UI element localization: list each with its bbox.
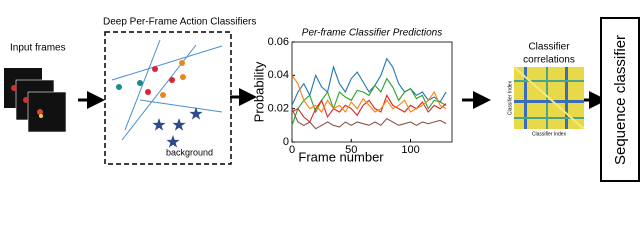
- series-line: [291, 94, 447, 123]
- decision-lines: [111, 39, 223, 141]
- correlations-title: Classifier: [528, 42, 570, 53]
- classifiers-title: Deep Per-Frame Action Classifiers: [103, 17, 256, 28]
- heatmap-x-label: Classifier Index: [532, 131, 567, 137]
- background-label: background: [166, 147, 213, 157]
- chart-title: Per-frame Classifier Predictions: [302, 28, 442, 39]
- series-line: [291, 108, 447, 130]
- x-tick-label: 0: [289, 144, 295, 156]
- heatmap-y-label: Classifier Index: [507, 80, 513, 115]
- figure: Input frames Deep Per-Frame Action Class…: [4, 17, 640, 182]
- series-line: [291, 75, 447, 113]
- y-axis-label: Probability: [251, 61, 266, 122]
- correlations-title: correlations: [523, 55, 575, 66]
- sequence-classifier-box: [600, 17, 640, 182]
- correlation-heatmap: [513, 66, 585, 130]
- y-tick-label: 0.02: [268, 103, 289, 115]
- y-tick-label: 0.04: [268, 69, 289, 81]
- y-tick-label: 0.06: [268, 36, 289, 48]
- plot-frame: [291, 41, 453, 143]
- x-axis-label: Frame number: [298, 149, 384, 164]
- y-tick-label: 0: [283, 136, 289, 148]
- classifiers-box: [104, 31, 232, 165]
- series-line: [291, 57, 447, 106]
- x-tick-label: 50: [345, 144, 357, 156]
- x-tick-label: 100: [401, 144, 419, 156]
- classifier-points: [116, 60, 203, 148]
- input-frames-label: Input frames: [10, 43, 66, 54]
- sequence-classifier-label: Sequence classifier: [612, 35, 629, 165]
- input-frames: [4, 68, 67, 133]
